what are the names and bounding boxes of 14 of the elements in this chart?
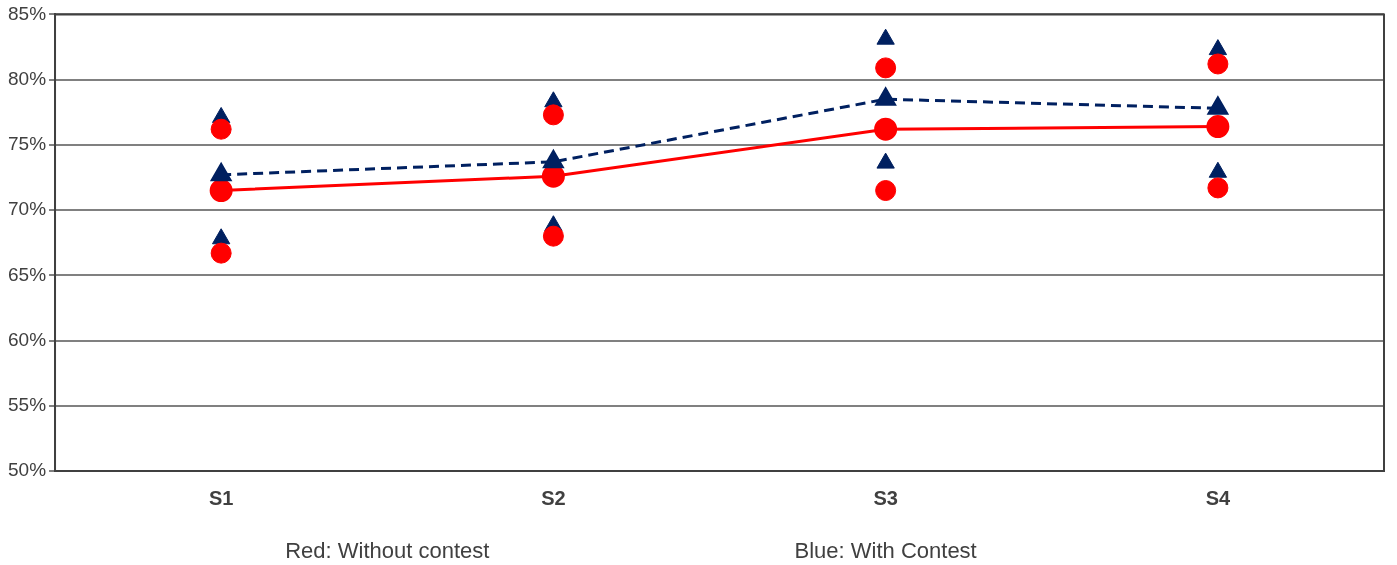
y-tick-label: 65% (8, 263, 47, 285)
y-tick-label: 70% (8, 198, 47, 220)
text: Blue: With Contest (794, 538, 977, 564)
x-tick-label: S3 (873, 486, 898, 509)
y-tick-label: 75% (8, 133, 47, 155)
x-tick-label: S4 (1205, 486, 1231, 509)
y-tick-label: 80% (8, 67, 47, 89)
y-tick-label: 55% (8, 394, 47, 416)
text: Red: Without contest (285, 538, 490, 564)
x-tick-label: S1 (208, 486, 234, 509)
x-tick-label: S2 (541, 486, 566, 509)
y-tick-label: 50% (8, 459, 47, 481)
y-tick-label: 85% (8, 2, 47, 24)
y-tick-label: 60% (8, 328, 47, 350)
